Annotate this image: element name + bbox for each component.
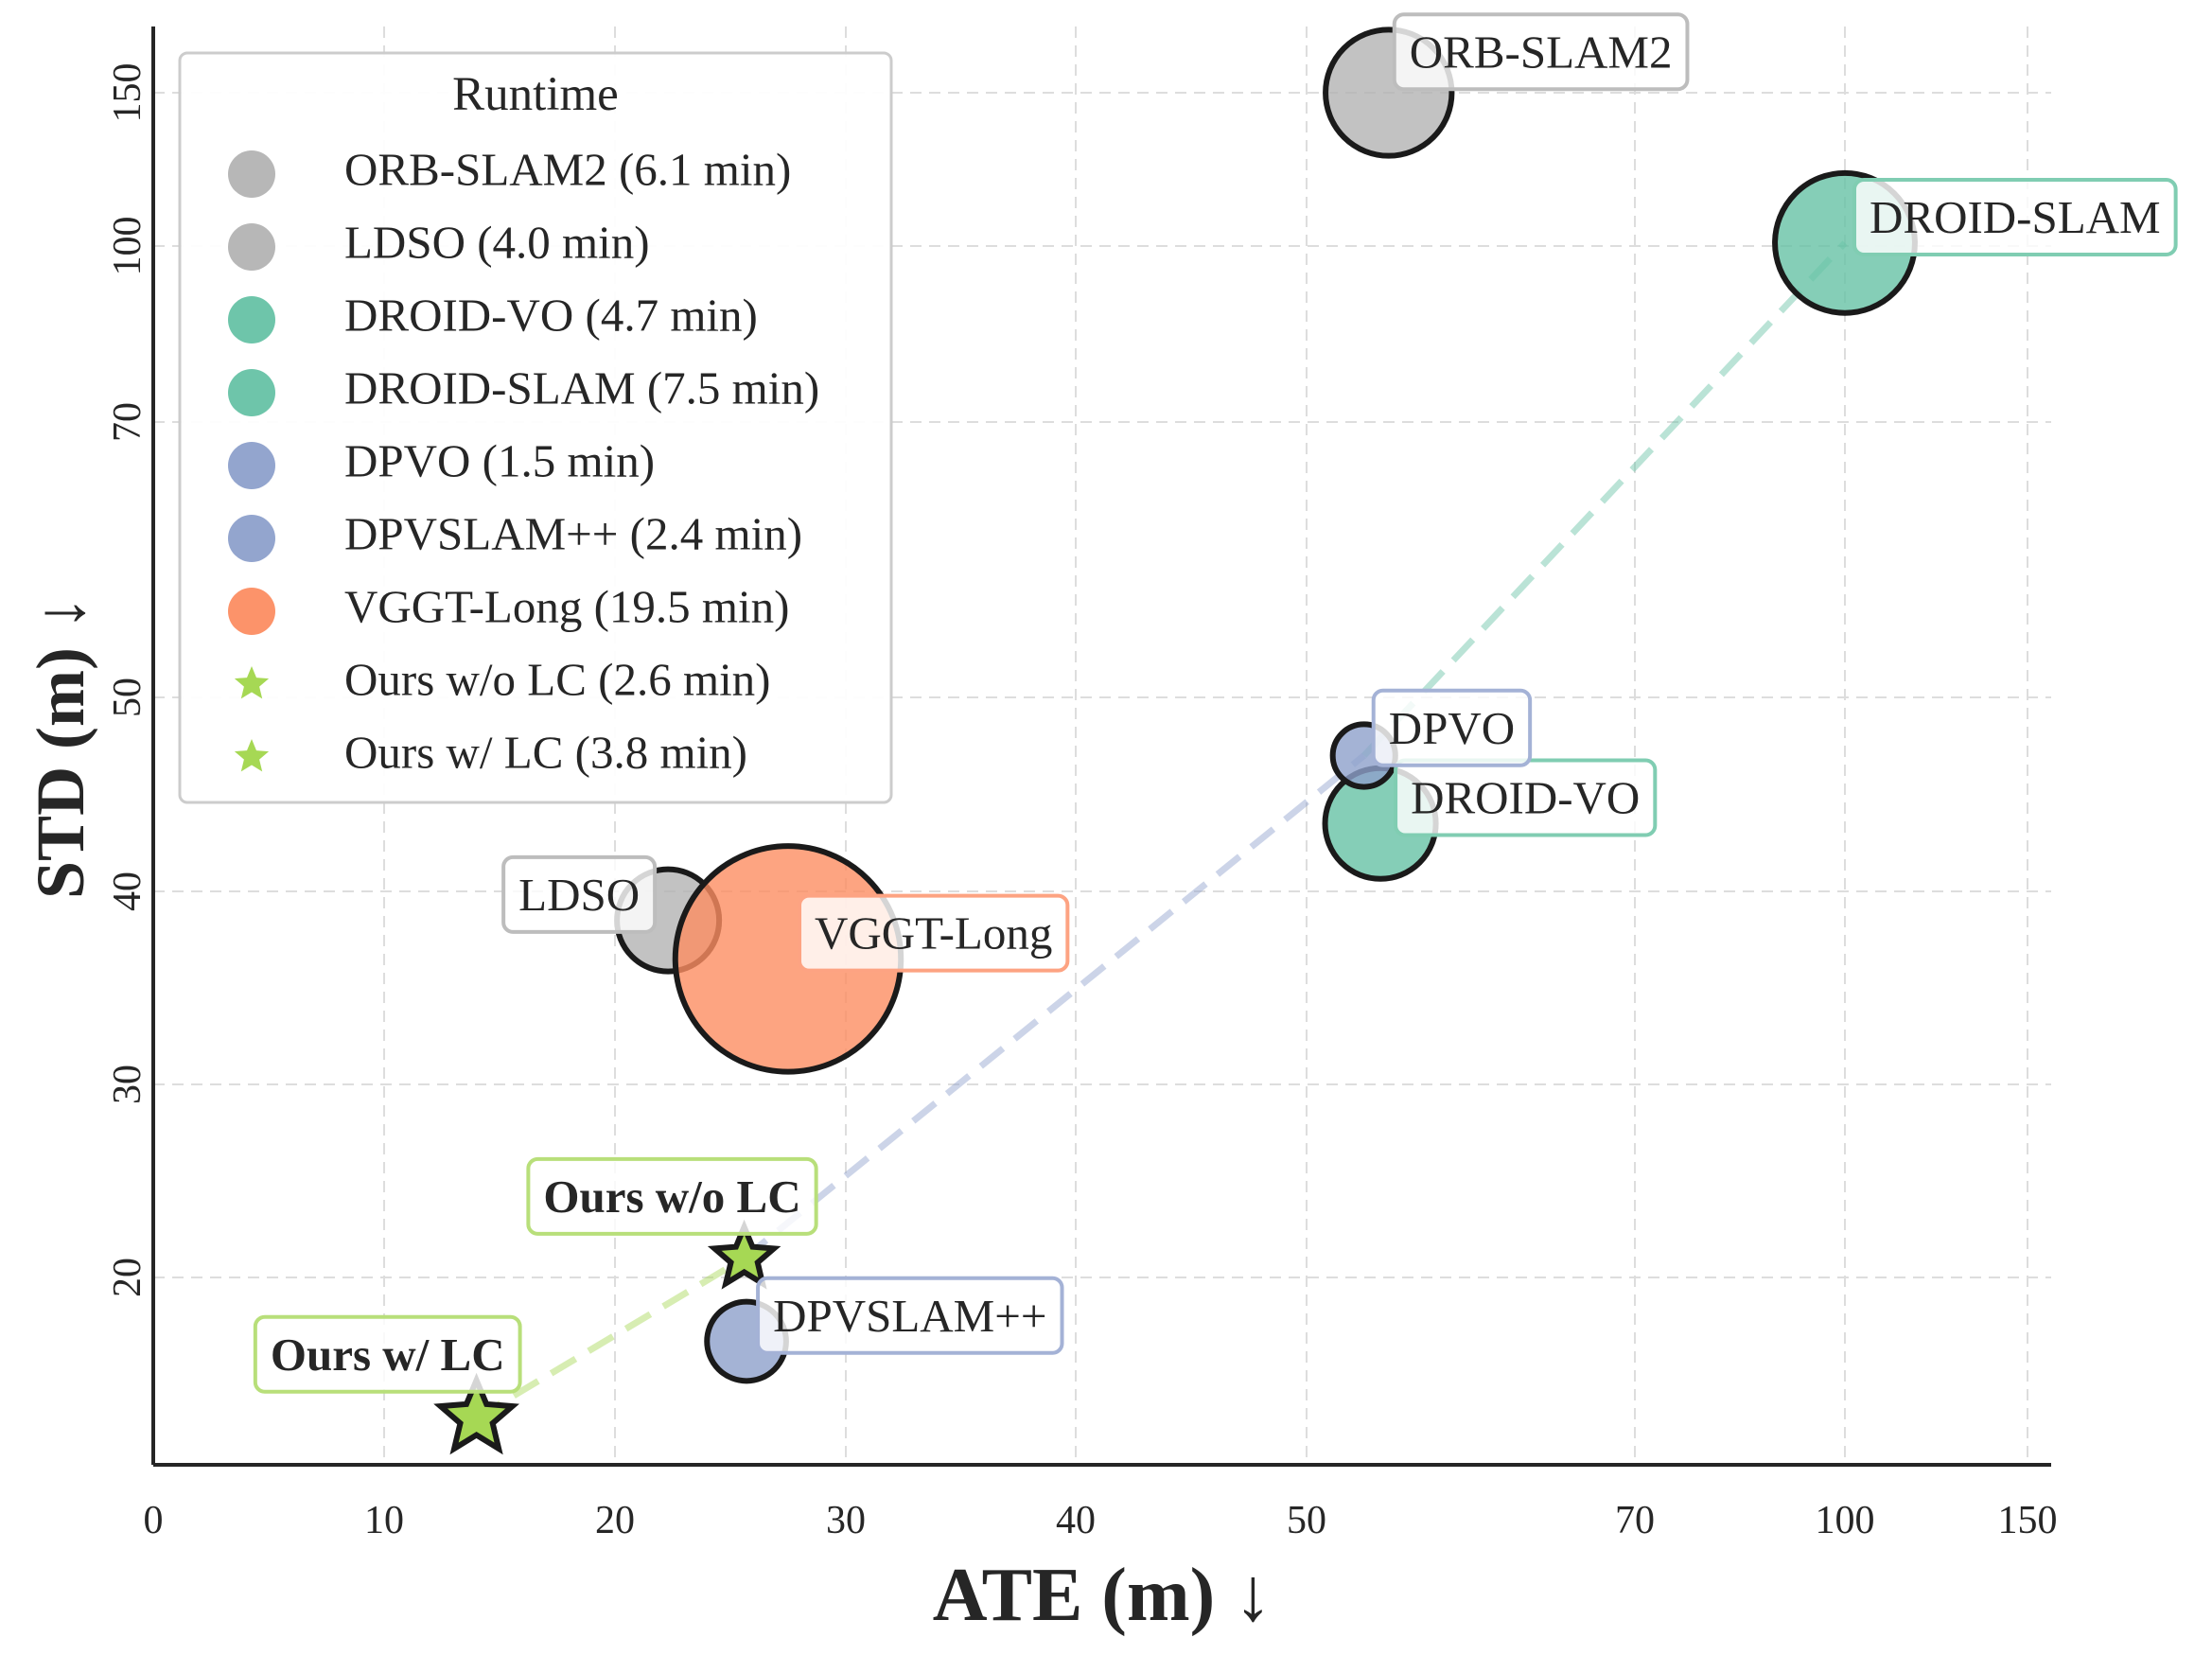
point-labels: DROID-SLAM ORB-SLAM2 DROID-VO DPVO LDSO VGGT-…	[253, 12, 2178, 1394]
legend-circle-swatch	[228, 515, 275, 562]
droid-slam-label: DROID-SLAM	[1852, 178, 2178, 257]
legend-item-orb-slam2: ORB-SLAM2 (6.1 min)	[228, 143, 791, 198]
legend-star-swatch	[234, 739, 270, 772]
legend-circle-swatch	[228, 150, 275, 198]
legend-title: Runtime	[452, 68, 619, 121]
orb-slam2-label-box	[1392, 12, 1690, 92]
connection-lines	[474, 240, 1848, 1421]
legend-item-vggt-long: VGGT-Long (19.5 min)	[228, 580, 789, 635]
y-tick-label: 70	[106, 402, 149, 442]
dpvslam-label: DPVSLAM++	[756, 1276, 1064, 1355]
legend-circle-swatch	[228, 369, 275, 416]
data-markers	[433, 26, 1918, 1455]
ldso-label-box	[501, 854, 658, 934]
legend-item-droid-vo: DROID-VO (4.7 min)	[228, 289, 758, 343]
x-tick-label: 100	[1816, 1499, 1875, 1542]
legend-circle-swatch	[228, 296, 275, 343]
legend-circle-swatch	[228, 223, 275, 271]
x-tick-label: 40	[1056, 1499, 1096, 1542]
connection-line	[1361, 240, 1848, 758]
legend-item-text: Ours w/ LC (3.8 min)	[344, 726, 747, 778]
y-tick-label: 30	[106, 1065, 149, 1104]
connection-line	[474, 1255, 746, 1421]
dpvslam-label-text: DPVSLAM++	[773, 1290, 1046, 1342]
legend-item-dpvo: DPVO (1.5 min)	[228, 434, 655, 489]
ours-w-lc-marker	[433, 1372, 520, 1455]
legend-item-text: DROID-SLAM (7.5 min)	[344, 361, 819, 414]
x-tick-label: 70	[1615, 1499, 1655, 1542]
ours-w-lc-label-text: Ours w/ LC	[271, 1329, 505, 1381]
dpvo-label-box	[1371, 688, 1533, 767]
y-axis-label: STD (m) ↓	[23, 596, 98, 899]
legend-item-text: DROID-VO (4.7 min)	[344, 289, 758, 341]
x-tick-label: 10	[364, 1499, 404, 1542]
legend-item-text: LDSO (4.0 min)	[344, 216, 650, 268]
ours-w-lc-label-box	[253, 1314, 522, 1394]
axes	[151, 26, 2051, 1467]
legend-star-swatch	[234, 666, 270, 699]
y-tick-label: 40	[106, 872, 149, 911]
droid-slam-label-text: DROID-SLAM	[1870, 191, 2161, 243]
legend-item-text: Ours w/o LC (2.6 min)	[344, 653, 771, 705]
x-tick-label: 20	[595, 1499, 635, 1542]
x-tick-label: 30	[826, 1499, 866, 1542]
vggt-long-label-text: VGGT-Long	[815, 907, 1052, 960]
x-tick-label: 50	[1287, 1499, 1326, 1542]
x-axis-label: ATE (m) ↓	[933, 1554, 1272, 1637]
legend-item-dpvslam: DPVSLAM++ (2.4 min)	[228, 507, 802, 562]
vggt-long-label: VGGT-Long	[798, 893, 1070, 973]
legend-item-text: VGGT-Long (19.5 min)	[344, 580, 789, 632]
legend-item-text: DPVO (1.5 min)	[344, 434, 655, 486]
orb-slam2-label-text: ORB-SLAM2	[1410, 26, 1673, 78]
legend-item-ldso: LDSO (4.0 min)	[228, 216, 650, 271]
ours-w-o-lc-label-box	[526, 1156, 818, 1236]
legend-item-ours-w-lc: Ours w/ LC (3.8 min)	[234, 726, 747, 778]
legend-box	[178, 51, 893, 804]
orb-slam2-label: ORB-SLAM2	[1392, 12, 1690, 92]
tick-labels: 0 10 20 30 40 50 70 100 150 20 30 40 50 70 100 150	[106, 63, 2058, 1543]
ours-w-lc-label: Ours w/ LC	[253, 1314, 522, 1394]
ours-w-o-lc-label-text: Ours w/o LC	[543, 1171, 800, 1223]
legend-item-ours-w-o-lc: Ours w/o LC (2.6 min)	[234, 653, 771, 705]
legend: Runtime ORB-SLAM2 (6.1 min) LDSO (4.0 min…	[178, 51, 893, 804]
droid-vo-label-text: DROID-VO	[1411, 772, 1640, 824]
dpvslam-label-box	[756, 1276, 1064, 1355]
droid-slam-label-box	[1852, 178, 2178, 257]
ours-w-o-lc-marker	[707, 1219, 781, 1290]
dpvo-label-text: DPVO	[1389, 702, 1515, 754]
dpvo-label: DPVO	[1371, 688, 1533, 767]
vggt-long-label-box	[798, 893, 1070, 973]
ours-w-o-lc-label: Ours w/o LC	[526, 1156, 818, 1236]
connection-line	[742, 752, 1366, 1261]
x-tick-label: 150	[1998, 1499, 2058, 1542]
legend-circle-swatch	[228, 588, 275, 635]
x-tick-label: 0	[144, 1499, 164, 1542]
droid-vo-label: DROID-VO	[1394, 758, 1658, 837]
ldso-label: LDSO	[501, 854, 658, 934]
y-tick-label: 20	[106, 1258, 149, 1297]
legend-item-droid-slam: DROID-SLAM (7.5 min)	[228, 361, 819, 416]
legend-item-text: DPVSLAM++ (2.4 min)	[344, 507, 802, 559]
y-tick-label: 100	[106, 217, 149, 276]
legend-item-text: ORB-SLAM2 (6.1 min)	[344, 143, 791, 195]
y-tick-label: 50	[106, 678, 149, 717]
ldso-label-text: LDSO	[518, 869, 640, 921]
y-tick-label: 150	[106, 63, 149, 123]
legend-circle-swatch	[228, 442, 275, 489]
